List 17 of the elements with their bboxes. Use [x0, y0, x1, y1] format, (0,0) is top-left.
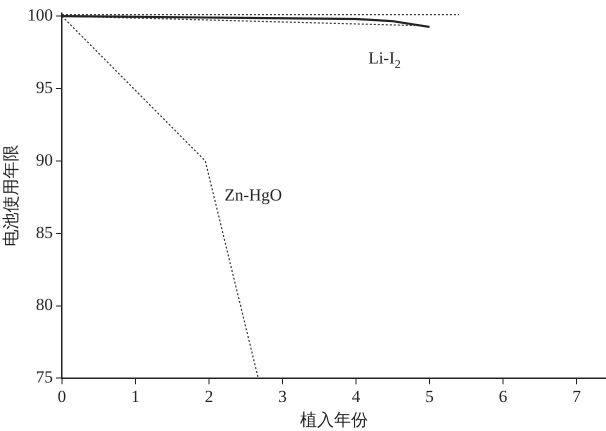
series-label: Zn-HgO: [224, 185, 282, 204]
y-tick-label: 90: [36, 150, 53, 170]
x-axis-title: 植入年份: [300, 410, 368, 430]
x-tick-label: 5: [425, 386, 434, 406]
x-tick-label: 6: [498, 386, 508, 406]
y-tick-label: 95: [36, 78, 53, 97]
y-tick-label: 80: [36, 295, 53, 314]
y-tick-label: 100: [27, 6, 53, 25]
x-tick-label: 7: [572, 386, 582, 406]
x-tick-label: 4: [352, 386, 361, 406]
y-tick-label: 75: [36, 368, 53, 387]
x-tick-label: 3: [278, 386, 287, 406]
x-tick-label: 2: [204, 386, 214, 406]
x-tick-label: 1: [131, 386, 140, 406]
y-tick-label: 85: [36, 222, 53, 242]
y-axis-title: 电池使用年限: [2, 144, 21, 247]
x-tick-label: 0: [58, 386, 66, 406]
